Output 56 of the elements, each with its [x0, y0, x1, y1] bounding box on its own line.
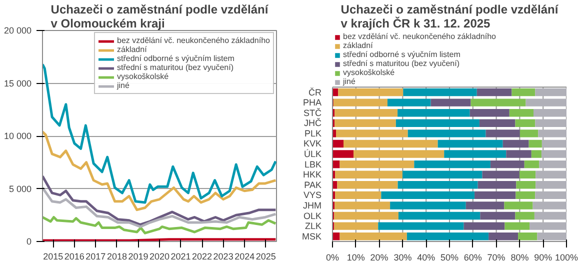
x-tick-label: 50%: [440, 252, 459, 262]
legend-label: jiné: [343, 77, 356, 86]
chart-title: Uchazeči o zaměstnání podle vzdělání v krajích ČR k 31. 12. 2025: [340, 2, 559, 30]
x-tick-label: 60%: [464, 252, 482, 262]
y-tick-label: PLK: [304, 128, 322, 138]
y-tick-label: MSK: [302, 231, 322, 242]
legend-label: bez vzdělání vč. neukončeného základního: [343, 32, 496, 41]
chart-title: Uchazeči o zaměstnání podle vzdělání v Olomouckém kraji: [50, 2, 269, 30]
x-tick-label: 2016: [64, 252, 84, 262]
x-tick-label: 40%: [417, 252, 436, 262]
legend-label: bez vzdělání vč. neukončeného základního: [117, 36, 270, 45]
legend-label: střední odborné s výučním listem: [343, 50, 460, 59]
y-tick-label: 5 000: [8, 184, 32, 194]
x-tick-label: 2023: [213, 252, 234, 262]
legend-label: střední odborné s výučním listem: [117, 54, 234, 63]
y-tick-label: KVK: [303, 138, 322, 149]
x-tick-label: 20%: [370, 252, 388, 262]
x-tick-label: 2025: [256, 252, 276, 262]
x-tick-label: 30%: [394, 252, 412, 262]
y-tick-label: 10 000: [4, 131, 32, 141]
x-tick-label: 2018: [106, 252, 127, 262]
y-tick-label: ZLK: [304, 221, 322, 232]
y-tick-label: JHČ: [304, 118, 322, 128]
y-tick-label: LBK: [304, 159, 322, 170]
y-tick-label: 0: [26, 236, 32, 246]
legend-label: vysokoškolské: [117, 72, 169, 81]
y-tick-label: PAK: [304, 180, 322, 190]
legend-label: jiné: [117, 81, 130, 90]
x-tick-label: 70%: [487, 252, 506, 262]
x-tick-label: 2021: [170, 252, 191, 262]
y-tick-label: HKK: [302, 170, 322, 180]
legend-label: základní: [117, 45, 147, 54]
y-tick-label: VYS: [303, 190, 322, 200]
legend-label: střední s maturitou (bez vyučení): [117, 63, 234, 72]
x-tick-label: 2017: [86, 252, 106, 262]
y-tick-label: 20 000: [4, 26, 32, 36]
x-tick-label: 0%: [326, 252, 340, 262]
x-tick-label: 2024: [234, 252, 255, 262]
y-tick-label: JHM: [303, 200, 322, 210]
y-tick-label: PHA: [302, 98, 322, 108]
x-tick-label: 2022: [192, 252, 212, 262]
x-tick-label: 80%: [510, 252, 529, 262]
x-tick-label: 100%: [554, 252, 578, 262]
x-tick-label: 2015: [43, 252, 64, 262]
y-tick-label: STČ: [304, 108, 322, 118]
y-tick-label: 15 000: [4, 78, 32, 88]
y-tick-label: ČR: [308, 87, 322, 98]
y-tick-label: OLK: [303, 210, 322, 221]
legend-label: základní: [343, 41, 373, 50]
legend-label: střední s maturitou (bez vyučení): [343, 59, 460, 68]
y-tick-label: ÚLK: [304, 149, 322, 160]
legend-label: vysokoškolské: [343, 68, 395, 77]
x-tick-label: 10%: [346, 252, 365, 262]
x-tick-label: 90%: [534, 252, 552, 262]
x-tick-label: 2019: [128, 252, 148, 262]
x-tick-label: 2020: [149, 252, 170, 262]
